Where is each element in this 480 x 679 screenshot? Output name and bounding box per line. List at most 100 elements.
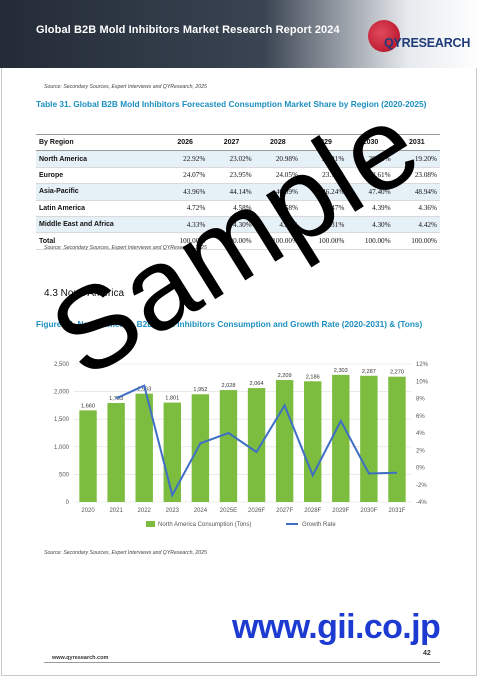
y-tick-label: 500 bbox=[59, 472, 70, 478]
table-cell: 47.40% bbox=[347, 183, 394, 201]
bar-data-label: 2,064 bbox=[250, 381, 264, 387]
bar-data-label: 2,209 bbox=[278, 373, 292, 379]
table-cell: 100.00% bbox=[393, 232, 440, 250]
column-header: By Region bbox=[36, 134, 162, 152]
bar-data-label: 1,793 bbox=[109, 396, 123, 402]
y2-tick-label: 6% bbox=[416, 414, 425, 420]
y-tick-label: 0 bbox=[66, 500, 70, 506]
y-tick-label: 1,500 bbox=[54, 417, 70, 423]
x-tick-label: 2028F bbox=[304, 508, 321, 514]
table-cell: 24.05% bbox=[254, 167, 301, 185]
table-cell: 46.24% bbox=[300, 183, 348, 201]
bar-data-label: 2,028 bbox=[221, 383, 235, 389]
consumption-bar bbox=[247, 388, 266, 502]
y-tick-label: 2,000 bbox=[54, 390, 70, 396]
x-tick-label: 2030F bbox=[360, 508, 377, 514]
consumption-bar bbox=[332, 374, 350, 502]
x-tick-label: 2025E bbox=[220, 508, 237, 514]
table-cell: 100.00% bbox=[162, 232, 209, 250]
row-label: North America bbox=[36, 150, 162, 168]
y2-tick-label: -4% bbox=[416, 500, 427, 506]
market-share-table: By Region 2026 2027 2028 2029 2030 2031 … bbox=[36, 134, 440, 250]
table-cell: 4.42% bbox=[393, 216, 440, 234]
table-cell: 4.30% bbox=[254, 216, 301, 234]
y2-tick-label: 12% bbox=[416, 362, 429, 368]
bar-data-label: 2,270 bbox=[390, 370, 404, 376]
y-tick-label: 1,000 bbox=[54, 445, 70, 451]
y2-tick-label: -2% bbox=[416, 483, 427, 489]
consumption-bar bbox=[107, 403, 125, 502]
table-row: Latin America 4.72% 4.58% 4.58% 4.47% 4.… bbox=[36, 200, 440, 217]
growth-rate-line bbox=[115, 384, 398, 498]
x-tick-label: 2024 bbox=[194, 508, 208, 514]
row-label: Europe bbox=[36, 167, 162, 185]
table-cell: 20.98% bbox=[254, 150, 301, 168]
report-title: Global B2B Mold Inhibitors Market Resear… bbox=[36, 24, 340, 36]
footer-url: www.qyresearch.com bbox=[52, 655, 109, 661]
table-cell: 100.00% bbox=[208, 232, 255, 250]
gii-site-mark: www.gii.co.jp bbox=[232, 608, 441, 646]
table-cell: 4.30% bbox=[347, 216, 394, 234]
y2-tick-label: 10% bbox=[416, 379, 429, 385]
table-cell: 4.58% bbox=[208, 200, 255, 217]
y2-tick-label: 4% bbox=[416, 431, 425, 437]
table-cell: 23.02% bbox=[208, 150, 255, 168]
table-cell: 4.72% bbox=[162, 200, 209, 217]
column-header: 2030 bbox=[347, 134, 394, 152]
bar-data-label: 2,303 bbox=[334, 368, 348, 374]
table-cell: 4.39% bbox=[347, 200, 394, 217]
row-label: Latin America bbox=[36, 200, 162, 217]
bar-data-label: 1,660 bbox=[81, 403, 95, 409]
table-cell: 100.00% bbox=[300, 232, 348, 250]
table-cell: 4.33% bbox=[162, 216, 209, 234]
x-tick-label: 2029F bbox=[332, 508, 349, 514]
table-source-note: Source: Secondary Sources, Expert Interv… bbox=[44, 245, 207, 251]
footer-divider bbox=[44, 662, 440, 663]
consumption-growth-chart: 0 500 1,000 1,500 2,000 2,500 -4% -2% 0% 2% 4% 6% 8%… bbox=[36, 350, 446, 540]
source-note-top: Source: Secondary Sources, Expert Interv… bbox=[44, 84, 207, 90]
table-cell: 100.00% bbox=[347, 232, 394, 250]
column-header: 2028 bbox=[254, 134, 301, 152]
table-cell: 4.31% bbox=[300, 216, 348, 234]
table-cell: 4.30% bbox=[208, 216, 255, 234]
logo-globe-icon bbox=[368, 20, 400, 52]
consumption-bar bbox=[191, 394, 210, 502]
table-cell: 24.07% bbox=[162, 167, 209, 185]
table-cell: 100.00% bbox=[254, 232, 301, 250]
bar-data-label: 2,287 bbox=[362, 369, 376, 375]
column-header: 2027 bbox=[208, 134, 255, 152]
legend-swatch-consumption bbox=[146, 521, 155, 527]
x-tick-label: 2021 bbox=[109, 508, 123, 514]
table-cell: 20.29% bbox=[347, 150, 394, 168]
table-cell: 48.94% bbox=[393, 183, 440, 201]
legend-label-consumption: North America Consumption (Tons) bbox=[158, 522, 251, 528]
table-header-row: By Region 2026 2027 2028 2029 2030 2031 bbox=[36, 134, 440, 152]
table-row: Asia-Pacific 43.96% 44.14% 46.09% 46.24%… bbox=[36, 183, 440, 201]
table-row: North America 22.92% 23.02% 20.98% 21.21… bbox=[36, 150, 440, 168]
chart-svg: 0 500 1,000 1,500 2,000 2,500 -4% -2% 0% 2% 4% 6% 8%… bbox=[54, 362, 429, 528]
y2-tick-label: 8% bbox=[416, 397, 425, 403]
consumption-bar bbox=[304, 381, 322, 502]
row-label: Total bbox=[36, 232, 162, 250]
bar-data-label: 1,952 bbox=[193, 387, 207, 393]
table-cell: 21.21% bbox=[300, 150, 348, 168]
y2-tick-label: 2% bbox=[416, 448, 425, 454]
table-cell: 44.14% bbox=[208, 183, 255, 201]
consumption-bar bbox=[79, 410, 97, 502]
table-cell: 4.36% bbox=[393, 200, 440, 217]
page-number: 42 bbox=[423, 650, 431, 657]
logo-text: QYRESEARCH bbox=[384, 36, 471, 50]
x-tick-label: 2020 bbox=[81, 508, 95, 514]
table-cell: 43.96% bbox=[162, 183, 209, 201]
consumption-bar bbox=[135, 393, 153, 502]
row-label: Asia-Pacific bbox=[36, 183, 162, 201]
y2-tick-label: 0% bbox=[416, 466, 425, 472]
table-cell: 4.47% bbox=[300, 200, 348, 217]
x-tick-label: 2022 bbox=[138, 508, 152, 514]
table-cell: 4.58% bbox=[254, 200, 301, 217]
table-cell: 19.20% bbox=[393, 150, 440, 168]
consumption-bar bbox=[360, 375, 378, 502]
row-label: Middle East and Africa bbox=[36, 216, 162, 234]
consumption-bar bbox=[219, 390, 238, 502]
